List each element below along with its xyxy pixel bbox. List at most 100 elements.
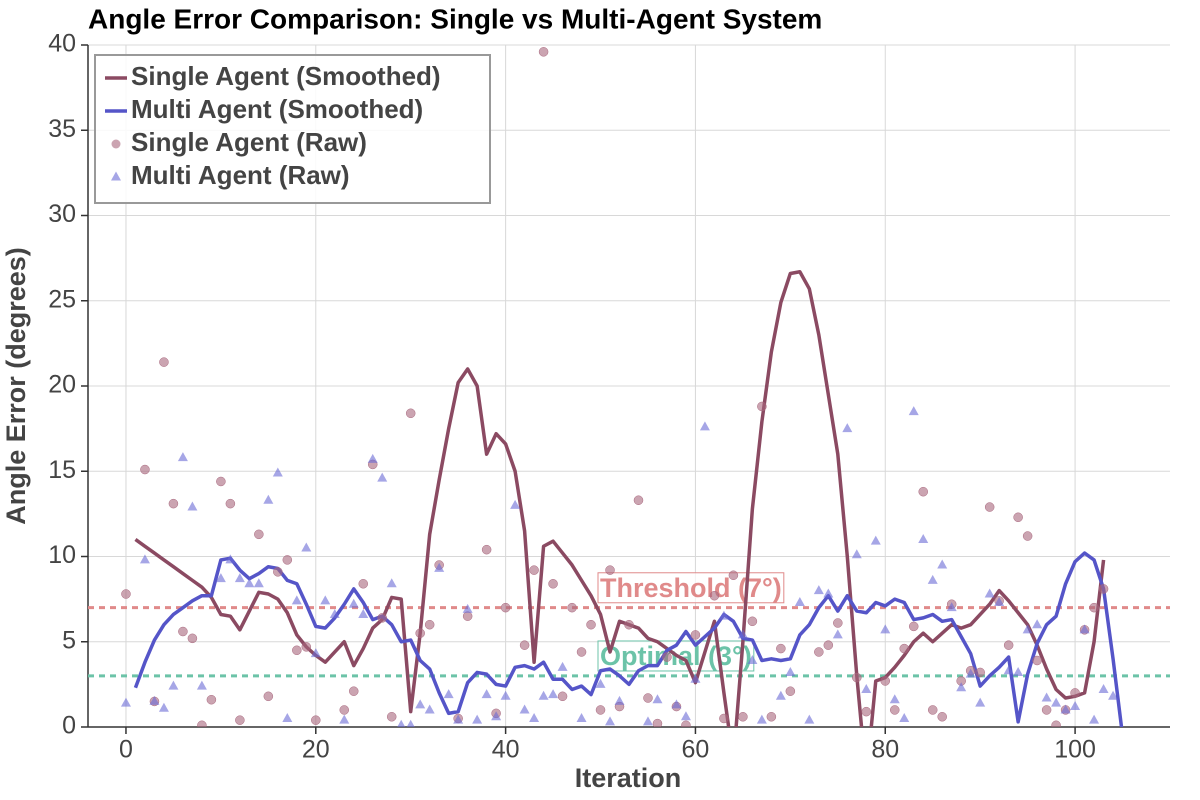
- point: [908, 406, 919, 416]
- point: [197, 720, 207, 727]
- point: [282, 555, 293, 565]
- point: [946, 602, 957, 612]
- point: [415, 628, 425, 638]
- point: [880, 624, 891, 634]
- point: [367, 453, 378, 463]
- point: [377, 613, 387, 623]
- point: [1003, 665, 1014, 675]
- y-tick-label: 10: [48, 541, 76, 569]
- legend: Single Agent (Smoothed)Multi Agent (Smoo…: [94, 54, 491, 204]
- point: [263, 494, 274, 504]
- point: [776, 643, 786, 654]
- point: [225, 554, 236, 564]
- point: [311, 715, 321, 725]
- point: [1089, 714, 1100, 724]
- point: [567, 602, 577, 613]
- point: [1098, 683, 1109, 693]
- point: [890, 705, 900, 715]
- point: [794, 597, 805, 607]
- y-tick-label: 35: [48, 115, 76, 143]
- point: [519, 640, 530, 650]
- point: [1022, 624, 1033, 634]
- point: [643, 693, 653, 703]
- point: [529, 565, 539, 575]
- point: [747, 655, 758, 665]
- point: [728, 570, 739, 581]
- point: [339, 714, 350, 724]
- point: [291, 595, 302, 605]
- point: [823, 640, 834, 650]
- x-tick-label: 80: [871, 736, 899, 764]
- point: [652, 718, 663, 727]
- point: [529, 712, 540, 722]
- point: [187, 633, 198, 644]
- point: [899, 712, 910, 722]
- point: [956, 682, 967, 692]
- point: [140, 464, 150, 475]
- point: [699, 421, 710, 431]
- x-tick-label: 60: [682, 736, 710, 764]
- point: [310, 648, 321, 658]
- point: [472, 714, 483, 724]
- point: [605, 565, 615, 575]
- point: [775, 690, 786, 700]
- point: [937, 559, 948, 569]
- point: [823, 588, 834, 598]
- point: [538, 47, 549, 57]
- point: [1070, 688, 1080, 698]
- point: [263, 691, 274, 702]
- point: [813, 585, 824, 595]
- y-tick-label: 15: [48, 456, 76, 484]
- y-tick-label: 40: [48, 30, 76, 58]
- x-tick-label: 40: [492, 736, 520, 764]
- point: [984, 502, 995, 512]
- point: [614, 695, 625, 705]
- point: [652, 694, 663, 704]
- point: [339, 705, 350, 715]
- point: [1098, 584, 1109, 594]
- point: [965, 668, 976, 678]
- point: [718, 610, 729, 620]
- point: [225, 498, 236, 509]
- point: [120, 697, 131, 707]
- point: [386, 578, 397, 588]
- point: [500, 602, 511, 613]
- point: [481, 689, 492, 699]
- point: [1079, 624, 1090, 634]
- point: [671, 699, 682, 709]
- point: [899, 643, 909, 654]
- point: [519, 704, 530, 714]
- point: [851, 549, 862, 559]
- reference-label-box: [597, 572, 785, 604]
- point: [557, 661, 568, 671]
- legend-label: Single Agent (Smoothed): [131, 61, 441, 91]
- point: [557, 691, 568, 702]
- point: [975, 667, 985, 678]
- y-tick-label: 5: [62, 626, 76, 654]
- point: [747, 616, 758, 627]
- point: [918, 533, 929, 543]
- point: [766, 712, 777, 722]
- point: [196, 680, 207, 690]
- point: [159, 357, 169, 367]
- point: [889, 694, 900, 704]
- x-tick-label: 100: [1054, 736, 1096, 764]
- legend-label: Single Agent (Raw): [131, 127, 367, 157]
- point: [975, 697, 986, 707]
- point: [453, 714, 464, 724]
- point: [576, 712, 587, 722]
- legend-label: Multi Agent (Smoothed): [131, 94, 423, 124]
- point: [595, 705, 606, 715]
- y-tick-label: 25: [48, 285, 76, 313]
- y-tick-label: 0: [62, 712, 76, 740]
- point: [235, 715, 245, 725]
- point: [576, 647, 587, 657]
- point: [1003, 640, 1014, 650]
- point: [282, 712, 293, 722]
- point: [738, 712, 748, 722]
- point: [642, 716, 653, 726]
- point: [681, 720, 691, 727]
- point: [804, 714, 815, 724]
- point: [1022, 531, 1033, 541]
- point: [756, 714, 767, 724]
